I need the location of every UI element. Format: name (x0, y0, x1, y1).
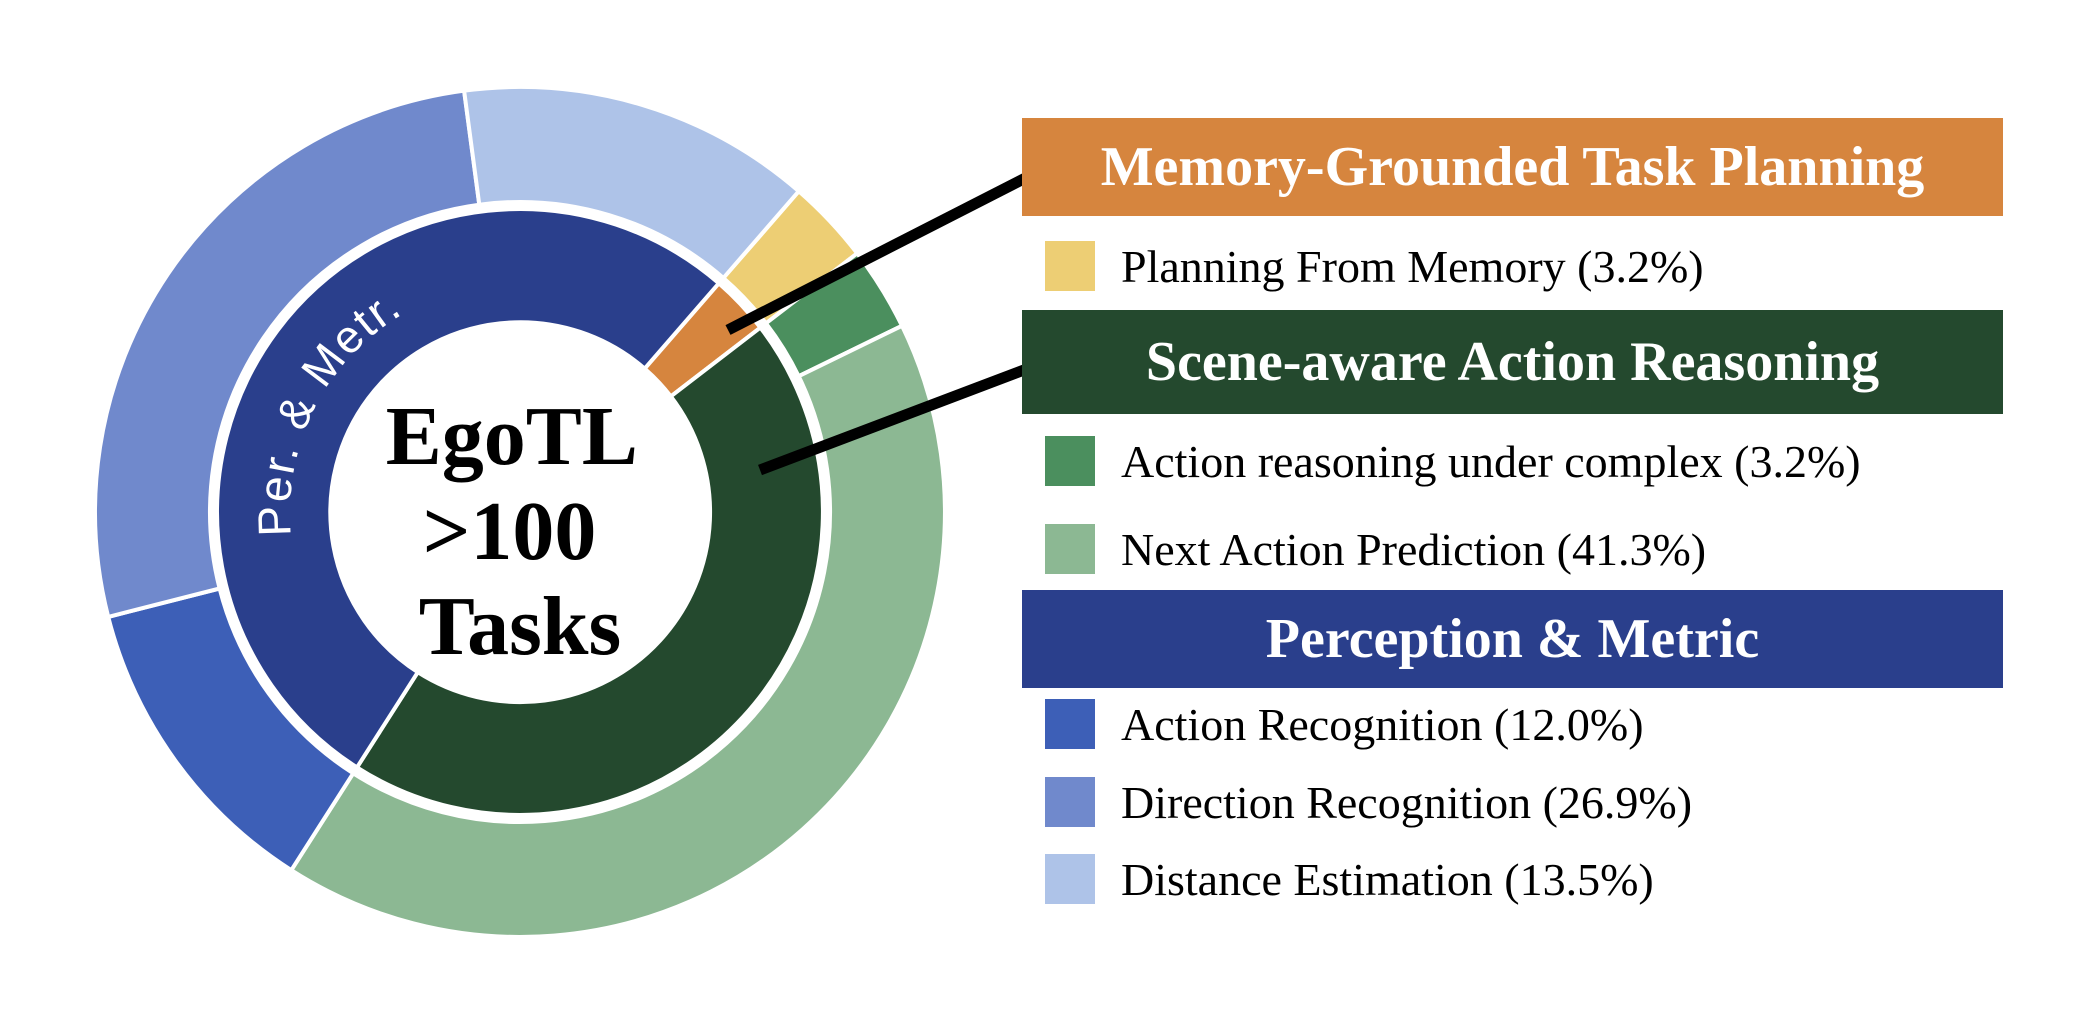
center-label: EgoTL >100 Tasks (386, 390, 654, 673)
donut-rings (93, 85, 947, 939)
callout-line-scene (758, 356, 1047, 476)
center-label-line1: EgoTL (386, 390, 635, 483)
center-label-line2: >100 (423, 485, 597, 578)
callout-line-memory (725, 163, 1048, 335)
inner-segment-scene-aware-action-reasoning (355, 325, 825, 817)
center-label-line3: Tasks (419, 580, 621, 673)
inner-segment-perception-metric (215, 207, 721, 770)
outer-segment-distance-estimation (462, 85, 801, 280)
outer-segment-direction-recognition (93, 88, 482, 619)
outer-segment-next-action-prediction (289, 323, 947, 939)
